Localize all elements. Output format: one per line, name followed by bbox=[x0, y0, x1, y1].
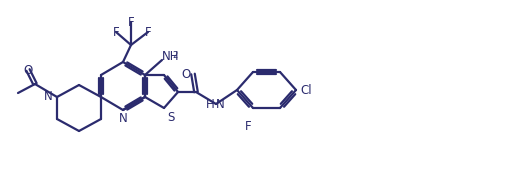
Text: S: S bbox=[167, 111, 175, 124]
Text: Cl: Cl bbox=[300, 83, 312, 96]
Text: N: N bbox=[119, 112, 127, 125]
Text: O: O bbox=[24, 64, 33, 76]
Text: N: N bbox=[216, 98, 225, 111]
Text: O: O bbox=[182, 68, 191, 81]
Text: F: F bbox=[245, 120, 251, 133]
Text: F: F bbox=[145, 25, 152, 38]
Text: H: H bbox=[206, 98, 215, 111]
Text: NH: NH bbox=[162, 51, 180, 64]
Text: N: N bbox=[44, 91, 53, 104]
Text: 2: 2 bbox=[173, 51, 178, 60]
Text: F: F bbox=[127, 16, 134, 29]
Text: F: F bbox=[113, 25, 119, 38]
